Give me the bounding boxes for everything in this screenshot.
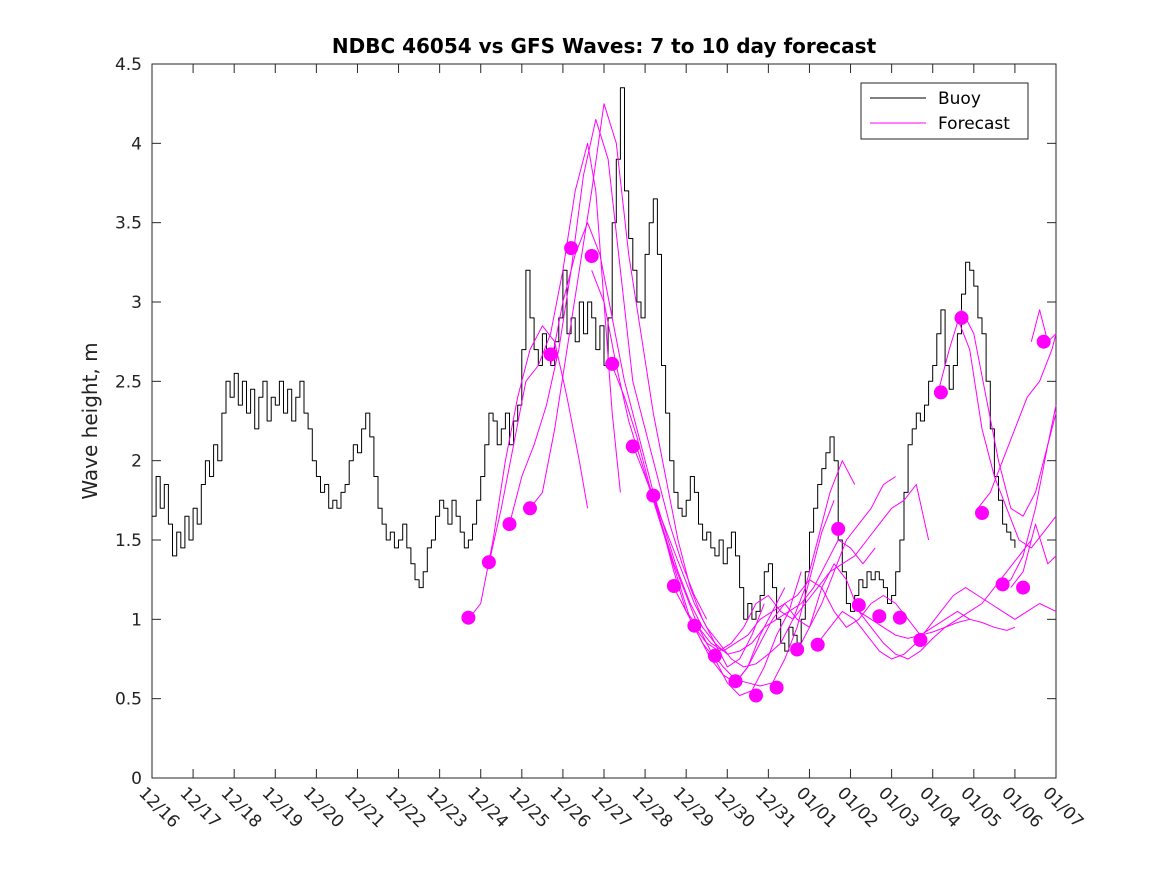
y-tick-label: 1.5 (115, 531, 142, 551)
legend-forecast-label: Forecast (938, 114, 1010, 134)
series-group (152, 87, 1057, 696)
forecast-series-line (509, 119, 708, 620)
forecast-marker-point (933, 385, 948, 400)
forecast-marker-point (502, 517, 517, 532)
forecast-series-line (858, 610, 1016, 639)
forecast-marker-point (605, 356, 620, 371)
forecast-series-line (694, 484, 930, 652)
forecast-marker-point (872, 609, 887, 624)
forecast-marker-point (749, 688, 763, 703)
forecast-marker-point (481, 555, 496, 570)
y-tick-label: 0.5 (115, 690, 142, 710)
forecast-marker-point (995, 577, 1010, 592)
plot-area: 00.511.522.533.544.5 12/1612/1712/1812/1… (115, 55, 1087, 832)
forecast-marker-point (543, 347, 558, 362)
y-tick-label: 2.5 (115, 372, 142, 392)
y-tick-label: 4 (131, 134, 142, 154)
forecast-marker-point (831, 521, 846, 536)
forecast-series-line (632, 444, 856, 668)
plot-frame (151, 63, 1057, 779)
forecast-marker-point (954, 310, 969, 325)
legend: Buoy Forecast (860, 82, 1029, 140)
forecast-marker-point (584, 249, 599, 263)
forecast-series-line (998, 412, 1057, 589)
forecast-series-line (1030, 309, 1057, 343)
forecast-marker-point (790, 642, 805, 657)
y-tick-label: 0 (131, 769, 142, 789)
forecast-marker-point (913, 633, 928, 647)
legend-buoy-label: Buoy (938, 89, 981, 109)
forecast-marker-point (769, 680, 784, 695)
forecast-series-line (817, 587, 1057, 660)
forecast-marker-point (666, 579, 681, 593)
forecast-series-line (529, 103, 765, 668)
forecast-series-line (652, 492, 876, 655)
forecast-markers (461, 241, 1051, 703)
forecast-series-line (611, 365, 835, 687)
forecast-marker-point (1036, 334, 1051, 349)
forecast-marker-point (851, 598, 866, 613)
chart-title: NDBC 46054 vs GFS Waves: 7 to 10 day for… (332, 34, 877, 58)
forecast-marker-point (975, 506, 989, 520)
forecast-series-line (796, 539, 1032, 660)
forecast-marker-point (810, 637, 825, 652)
forecast-marker-point (523, 501, 537, 516)
y-axis-label: Wave height, m (78, 342, 102, 499)
y-tick-label: 3.5 (115, 214, 142, 234)
forecast-marker-point (707, 648, 722, 663)
y-tick-label: 4.5 (115, 55, 142, 75)
legend-box (860, 82, 1029, 140)
forecast-marker-point (1016, 580, 1031, 595)
forecast-marker-point (461, 610, 476, 625)
forecast-series-line (735, 579, 970, 684)
forecast-marker-point (728, 674, 743, 689)
y-tick-label: 3 (131, 293, 142, 313)
forecast-marker-point (687, 618, 702, 633)
y-tick-label: 1 (131, 610, 142, 630)
buoy-series-line (152, 87, 1016, 652)
forecast-series-line (977, 333, 1057, 509)
forecast-marker-point (625, 439, 640, 454)
forecast-marker-point (892, 610, 907, 625)
y-tick-label: 2 (131, 452, 142, 472)
forecast-marker-point (564, 241, 579, 256)
forecast-marker-point (646, 488, 661, 503)
y-axis: 0 0.5 1 1.5 2 2.5 3 3.5 4 4.5 (115, 55, 1056, 789)
forecast-series-line (1010, 523, 1057, 588)
